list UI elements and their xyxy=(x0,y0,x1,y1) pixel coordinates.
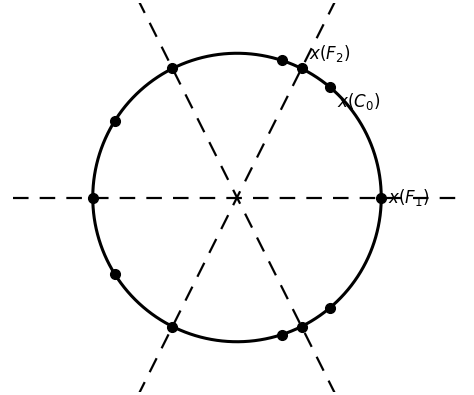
Text: $x(C_0)$: $x(C_0)$ xyxy=(337,91,380,112)
Text: $x(F_1)$: $x(F_1)$ xyxy=(389,187,430,208)
Text: $x(F_2)$: $x(F_2)$ xyxy=(309,43,350,64)
